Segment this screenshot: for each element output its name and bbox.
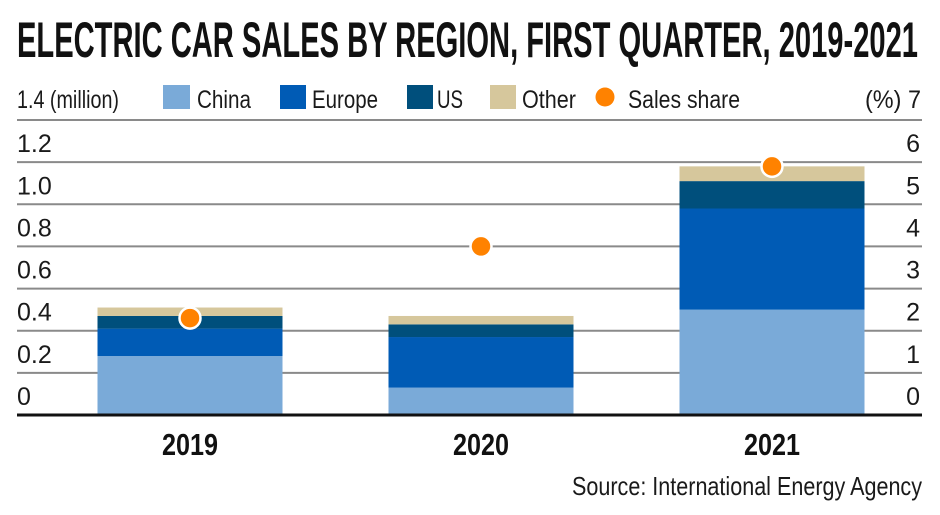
sales-share-marker-2020: [469, 234, 493, 259]
legend-label-china: China: [197, 86, 251, 114]
bar-stack-2020: [388, 315, 574, 415]
legend-label-other: Other: [522, 86, 576, 114]
y-tick-label: 0: [17, 383, 31, 411]
x-tick-label: 2021: [744, 427, 800, 462]
x-tick-label: 2019: [162, 427, 218, 462]
bar-china-2019: [97, 356, 283, 415]
legend-swatch-other: [490, 85, 516, 109]
y-tick-label: 0.6: [17, 257, 52, 285]
sales-share-marker-2021: [760, 154, 784, 179]
y-tick-label: 0.8: [17, 214, 52, 242]
legend-label-sales-share: Sales share: [628, 86, 740, 114]
bar-europe-2020: [388, 337, 574, 388]
legend-label-europe: Europe: [312, 86, 378, 114]
y-axis-ticks: 0 0.2 0.4 0.6 0.8 1.0 1.2: [17, 130, 52, 411]
legend-swatch-us: [407, 85, 433, 109]
legend-label-us: US: [437, 86, 463, 114]
y-tick-label: 0.2: [17, 341, 52, 369]
bar-europe-2019: [97, 328, 283, 356]
bar-china-2021: [679, 309, 865, 415]
y-tick-label: 1.0: [17, 172, 52, 200]
legend-swatch-europe: [280, 85, 306, 109]
legend: 1.4 (million) China Europe US Other Sale…: [17, 85, 921, 114]
x-axis-labels: 2019 2020 2021: [162, 427, 800, 462]
bar-us-2020: [388, 324, 574, 338]
bar-europe-2021: [679, 208, 865, 310]
y2-tick-label: 1: [906, 341, 920, 369]
legend-swatch-china: [163, 85, 190, 109]
bars: [97, 166, 865, 415]
y2-tick-label: 4: [906, 214, 920, 242]
bar-china-2020: [388, 387, 574, 415]
bar-other-2020: [388, 315, 574, 325]
y2-tick-label: 2: [906, 299, 920, 327]
y-tick-label: 0.4: [17, 299, 52, 327]
y-axis-unit-label: 1.4 (million): [17, 86, 119, 114]
y2-tick-label: 3: [906, 257, 920, 285]
chart-title: ELECTRIC CAR SALES BY REGION, FIRST QUAR…: [17, 12, 918, 68]
legend-marker-sales-share: [595, 87, 615, 107]
y2-axis-ticks: 0 1 2 3 4 5 6: [906, 130, 920, 411]
source-note: Source: International Energy Agency: [572, 471, 922, 501]
y2-tick-label: 0: [906, 383, 920, 411]
y2-tick-label: 6: [906, 130, 920, 158]
y2-axis-unit-label: (%) 7: [865, 86, 921, 114]
bar-us-2021: [679, 181, 865, 209]
y-tick-label: 1.2: [17, 130, 52, 158]
y2-tick-label: 5: [906, 172, 920, 200]
bar-stack-2021: [679, 166, 865, 415]
x-tick-label: 2020: [453, 427, 509, 462]
sales-share-markers: [178, 154, 784, 330]
sales-share-marker-2019: [178, 306, 202, 330]
